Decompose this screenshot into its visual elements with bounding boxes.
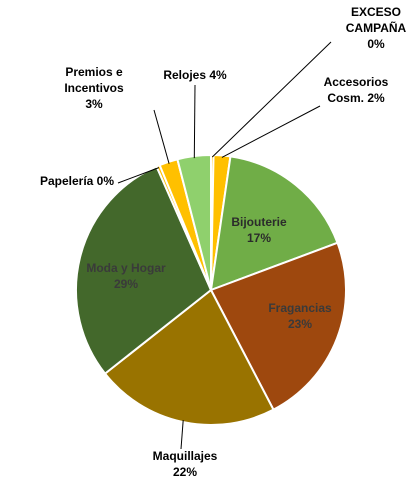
pie-slice-fragancias — [209, 241, 347, 412]
slice-label-line: Premios e — [65, 65, 123, 79]
leader-line — [180, 420, 184, 450]
slice-label-line: Cosm. 2% — [327, 91, 385, 105]
leader-line — [211, 41, 332, 158]
slice-label-line: Incentivos — [64, 81, 124, 95]
slice-label: Moda y Hogar 29% — [86, 261, 166, 291]
slice-label: Premios e Incentivos 3% — [64, 65, 124, 111]
pie-slice-moda-y-hogar — [75, 165, 213, 376]
slice-label-line: Fragancias — [268, 301, 332, 315]
slice-label: Bijouterie 17% — [231, 215, 287, 245]
slice-label: Relojes 4% — [163, 68, 227, 82]
slice-label-line: 22% — [173, 465, 197, 479]
slice-label: Fragancias 23% — [268, 301, 332, 331]
slice-label-line: Moda y Hogar — [86, 261, 166, 275]
slice-label: Maquillajes 22% — [153, 449, 218, 479]
slice-label-line: Relojes 4% — [163, 68, 227, 82]
slice-label: EXCESO CAMPAÑA 0% — [346, 5, 407, 51]
pie-slices — [75, 153, 347, 426]
leader-line — [221, 105, 321, 158]
slice-label-line: EXCESO — [351, 5, 401, 19]
slice-labels: EXCESO CAMPAÑA 0% Accesorios Cosm. 2% Bijoute… — [40, 5, 407, 479]
slice-label-line: 23% — [288, 317, 312, 331]
leader-line — [153, 109, 170, 164]
slice-label-line: Papelería 0% — [40, 174, 114, 188]
leader-lines — [117, 41, 332, 450]
slice-label-line: 17% — [247, 231, 271, 245]
slice-label-line: Maquillajes — [153, 449, 218, 463]
slice-label-line: 0% — [367, 37, 385, 51]
slice-label-line: 3% — [85, 97, 103, 111]
pie-slice-bijouterie — [209, 155, 339, 292]
leader-line — [193, 84, 196, 159]
slice-label-line: 29% — [114, 277, 138, 291]
leader-line — [117, 167, 160, 184]
slice-label-line: CAMPAÑA — [346, 20, 407, 35]
slice-label-line: Accesorios — [324, 75, 389, 89]
slice-label-line: Bijouterie — [231, 215, 287, 229]
slice-label: Accesorios Cosm. 2% — [324, 75, 389, 105]
slice-label: Papelería 0% — [40, 174, 114, 188]
